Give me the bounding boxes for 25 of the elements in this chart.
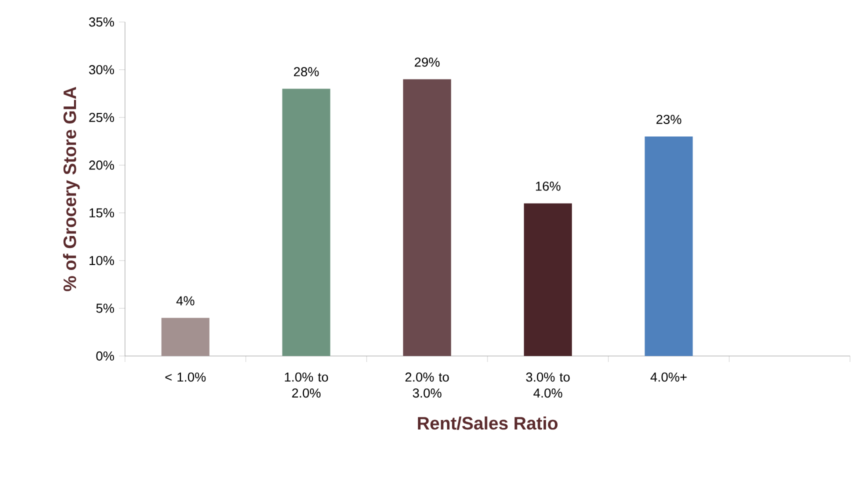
y-tick-label: 5% [96,304,114,313]
y-tick-label: 0% [96,351,114,361]
data-label: 4% [176,296,194,306]
data-label: 16% [536,182,560,191]
x-axis-title: Rent/Sales Ratio [418,416,558,430]
y-tick-label: 35% [89,17,114,27]
y-axis-title: % of Grocery Store GLA [63,86,80,292]
y-tick-label: 10% [90,256,114,266]
x-tick-label: < 1.0% [165,372,206,382]
x-tick-label: 2.0% to 3.0% [405,372,449,398]
bar [282,88,330,356]
y-tick-label: 15% [90,208,114,218]
x-tick-label: 1.0% to 2.0% [284,372,328,398]
y-tick-label: 30% [89,65,114,74]
y-tick-label: 20% [89,160,114,170]
bar [403,79,452,356]
data-label: 23% [656,114,682,124]
bar [644,136,693,356]
x-tick-label: 4.0%+ [650,372,687,382]
bar [161,318,210,356]
data-label: 28% [294,67,319,76]
data-label: 29% [414,58,440,67]
y-tick-label: 25% [89,112,114,122]
bar [524,203,572,356]
x-tick-label: 3.0% to 4.0% [526,372,570,398]
